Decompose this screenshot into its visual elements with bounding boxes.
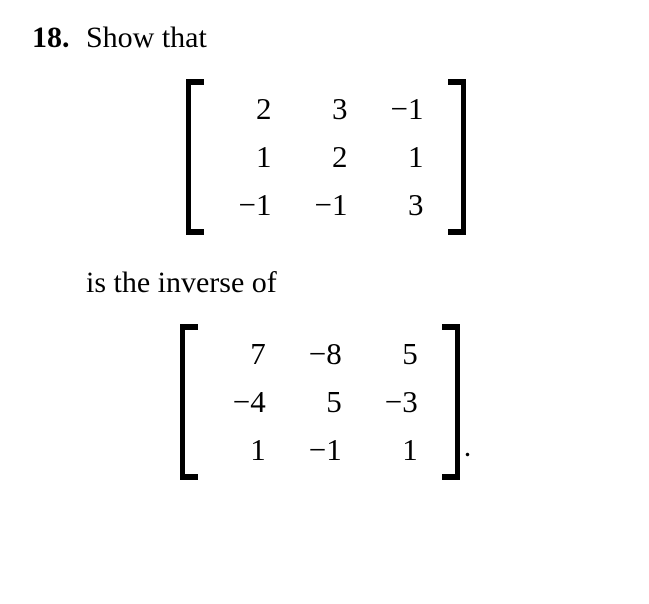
matrix-b: 7 −4 1 −8 5 −1 5 −3 1 xyxy=(180,324,460,480)
lead-text: Show that xyxy=(86,18,207,57)
problem-number: 18. xyxy=(32,18,86,57)
matrix-a-cell-0-2: −1 xyxy=(380,85,424,133)
matrix-b-col-2: 5 −3 1 xyxy=(374,330,418,474)
matrix-b-cell-2-1: −1 xyxy=(298,426,342,474)
matrix-a-col-1: 3 2 −1 xyxy=(304,85,348,229)
matrix-a-cell-1-0: 1 xyxy=(228,133,272,181)
matrix-b-cell-1-0: −4 xyxy=(222,378,266,426)
problem-header: 18. Show that xyxy=(32,18,619,57)
matrix-a-container: 2 1 −1 3 2 −1 −1 1 3 xyxy=(32,79,619,235)
trailing-period: . xyxy=(464,427,472,480)
right-bracket-icon xyxy=(442,324,460,480)
matrix-b-cell-1-2: −3 xyxy=(374,378,418,426)
mid-text: is the inverse of xyxy=(86,263,619,302)
matrix-b-cell-2-2: 1 xyxy=(374,426,418,474)
matrix-a-cell-0-0: 2 xyxy=(228,85,272,133)
matrix-a-body: 2 1 −1 3 2 −1 −1 1 3 xyxy=(204,79,448,235)
matrix-b-cell-0-0: 7 xyxy=(222,330,266,378)
matrix-b-cell-0-1: −8 xyxy=(298,330,342,378)
matrix-b-col-0: 7 −4 1 xyxy=(222,330,266,474)
matrix-a-cell-1-1: 2 xyxy=(304,133,348,181)
matrix-b-col-1: −8 5 −1 xyxy=(298,330,342,474)
matrix-b-body: 7 −4 1 −8 5 −1 5 −3 1 xyxy=(198,324,442,480)
matrix-a-col-0: 2 1 −1 xyxy=(228,85,272,229)
right-bracket-icon xyxy=(448,79,466,235)
matrix-b-cell-2-0: 1 xyxy=(222,426,266,474)
matrix-b-container: 7 −4 1 −8 5 −1 5 −3 1 . xyxy=(32,324,619,480)
matrix-b-cell-0-2: 5 xyxy=(374,330,418,378)
matrix-a-cell-2-0: −1 xyxy=(228,181,272,229)
matrix-a-cell-1-2: 1 xyxy=(380,133,424,181)
left-bracket-icon xyxy=(180,324,198,480)
matrix-a-col-2: −1 1 3 xyxy=(380,85,424,229)
matrix-a: 2 1 −1 3 2 −1 −1 1 3 xyxy=(186,79,466,235)
matrix-a-cell-2-1: −1 xyxy=(304,181,348,229)
matrix-a-cell-0-1: 3 xyxy=(304,85,348,133)
matrix-b-cell-1-1: 5 xyxy=(298,378,342,426)
left-bracket-icon xyxy=(186,79,204,235)
matrix-a-cell-2-2: 3 xyxy=(380,181,424,229)
